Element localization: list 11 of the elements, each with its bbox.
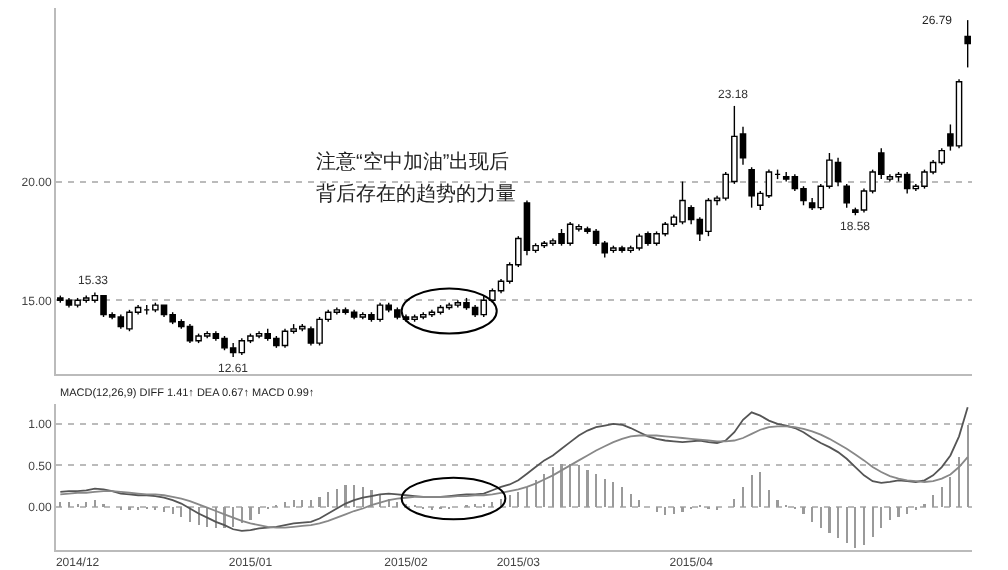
candlestick bbox=[376, 302, 384, 323]
candlestick bbox=[342, 306, 349, 316]
annotation: 背后存在的趋势的力量 bbox=[316, 182, 516, 206]
candlestick bbox=[834, 157, 842, 187]
annotation: 注意“空中加油”出现后 bbox=[316, 150, 510, 174]
line-series bbox=[59, 406, 969, 532]
candlestick bbox=[955, 78, 963, 149]
candlestick bbox=[938, 147, 946, 166]
line-series bbox=[59, 425, 969, 529]
candlestick bbox=[307, 325, 315, 347]
candlestick bbox=[765, 168, 773, 199]
